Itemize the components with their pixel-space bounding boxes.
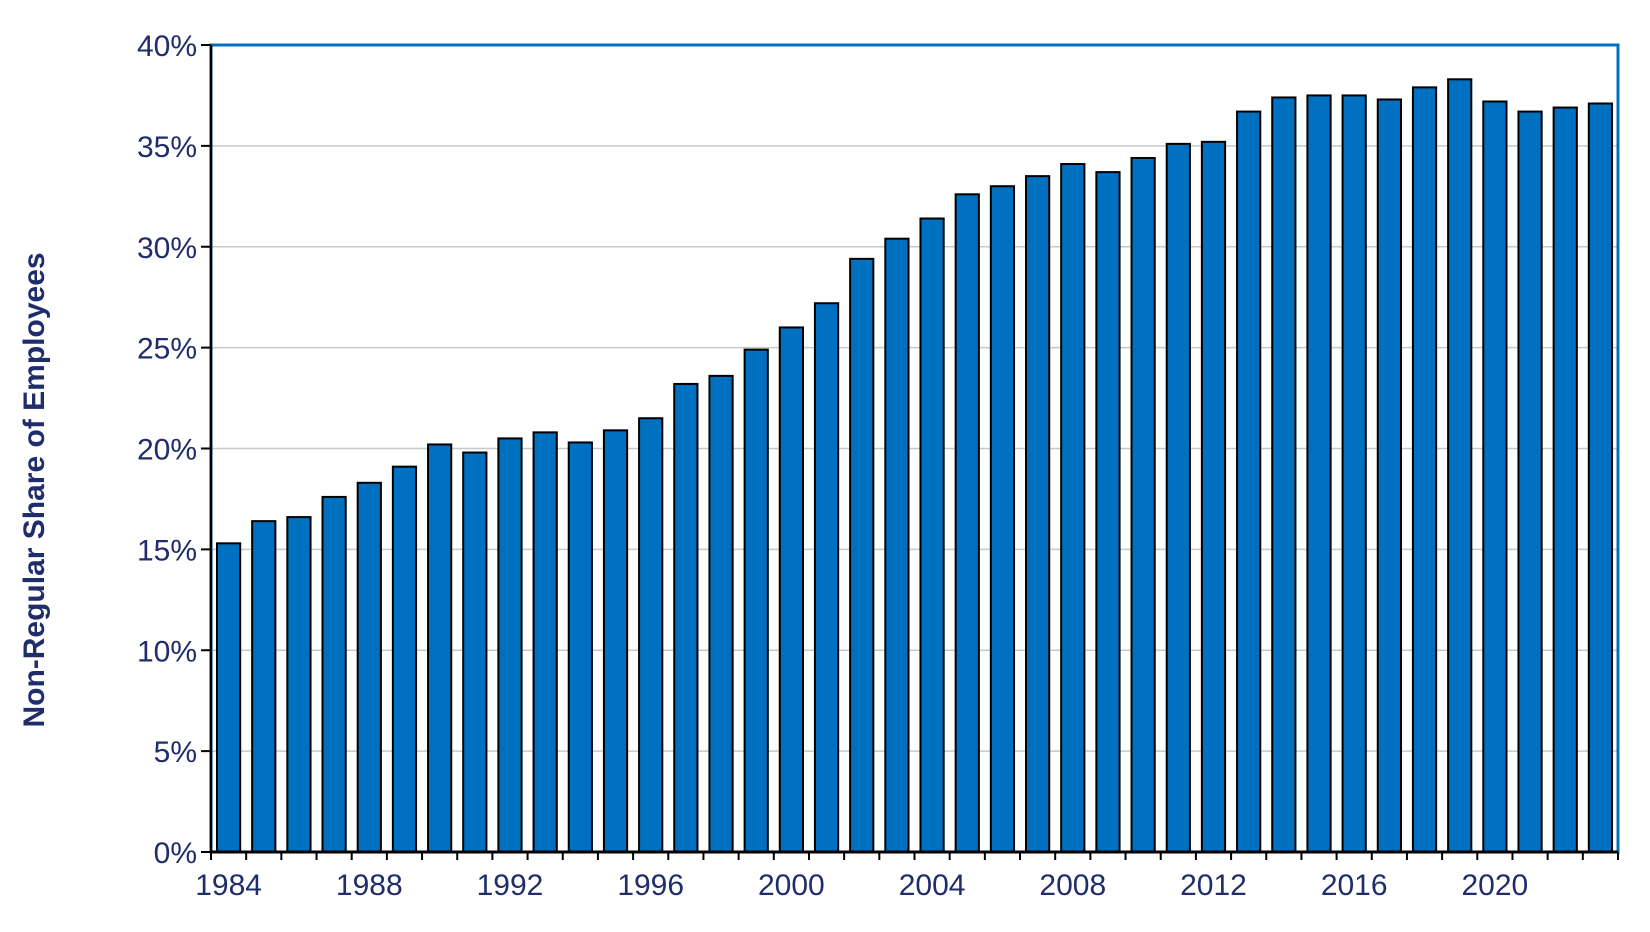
bar-1984 bbox=[215, 542, 242, 853]
x-tick-label: 2012 bbox=[1180, 869, 1247, 902]
bar-2006 bbox=[989, 185, 1016, 854]
bar-2000 bbox=[778, 326, 804, 853]
y-tick-label: 10% bbox=[137, 635, 197, 668]
gridlines bbox=[211, 145, 1618, 752]
bar-1991 bbox=[462, 451, 488, 853]
y-tick-label: 30% bbox=[137, 232, 197, 265]
bar-1999 bbox=[743, 348, 769, 853]
y-axis-title: Non-Regular Share of Employees bbox=[18, 252, 51, 727]
bar-2008 bbox=[1060, 163, 1086, 854]
bar-1993 bbox=[532, 431, 558, 853]
bar-2023 bbox=[1587, 102, 1614, 853]
bar-1997 bbox=[673, 382, 699, 853]
bar-2022 bbox=[1552, 106, 1578, 854]
x-tick-label: 1988 bbox=[336, 869, 403, 902]
bar-2021 bbox=[1517, 110, 1543, 853]
x-tick-label: 1984 bbox=[195, 869, 262, 902]
bar-2020 bbox=[1482, 100, 1508, 854]
bar-2017 bbox=[1376, 98, 1402, 854]
bar-2015 bbox=[1306, 94, 1332, 853]
y-tick-label: 5% bbox=[154, 736, 197, 769]
bar-1998 bbox=[708, 374, 734, 853]
axes: 0% 5% 10% 15% 20% 25% 30% 35% 40% 1984 1988 1992 199… bbox=[137, 30, 1620, 902]
bar-1992 bbox=[497, 437, 523, 853]
bar-2010 bbox=[1130, 156, 1156, 854]
bar-2012 bbox=[1200, 140, 1227, 853]
bar-2014 bbox=[1271, 96, 1297, 853]
y-tick-label: 40% bbox=[137, 30, 197, 63]
x-tick-label: 2008 bbox=[1039, 869, 1106, 902]
y-tick-label: 20% bbox=[137, 434, 197, 467]
bar-2004 bbox=[919, 217, 945, 853]
x-tick-label: 2000 bbox=[758, 869, 825, 902]
bar-2001 bbox=[813, 302, 840, 853]
x-tick-label: 1996 bbox=[617, 869, 684, 902]
bar-2003 bbox=[884, 237, 910, 853]
bar-2007 bbox=[1025, 175, 1051, 853]
y-tick-label: 35% bbox=[137, 131, 197, 164]
x-tick-label: 2016 bbox=[1321, 869, 1388, 902]
bar-2002 bbox=[849, 257, 875, 854]
bar-2018 bbox=[1411, 86, 1438, 854]
bar-1996 bbox=[638, 417, 664, 853]
x-tick-label: 2020 bbox=[1462, 869, 1529, 902]
bar-1988 bbox=[356, 481, 382, 853]
y-tick-label: 0% bbox=[154, 837, 197, 870]
y-tick-label: 15% bbox=[137, 534, 197, 567]
bar-1985 bbox=[251, 520, 277, 853]
x-tick-label: 2004 bbox=[899, 869, 966, 902]
bar-2016 bbox=[1341, 94, 1367, 853]
bar-1990 bbox=[427, 443, 453, 853]
bar-1987 bbox=[321, 495, 347, 853]
bar-2019 bbox=[1447, 78, 1473, 854]
x-tick-label: 1992 bbox=[477, 869, 544, 902]
bar-2005 bbox=[954, 193, 980, 854]
bar-2011 bbox=[1165, 142, 1191, 854]
bar-1994 bbox=[567, 441, 593, 853]
bar-2009 bbox=[1095, 171, 1121, 854]
bar-1989 bbox=[391, 465, 418, 853]
bar-2013 bbox=[1236, 110, 1262, 853]
bar-1986 bbox=[286, 516, 312, 853]
bars bbox=[215, 78, 1614, 854]
y-tick-label: 25% bbox=[137, 333, 197, 366]
bar-1995 bbox=[602, 429, 629, 853]
